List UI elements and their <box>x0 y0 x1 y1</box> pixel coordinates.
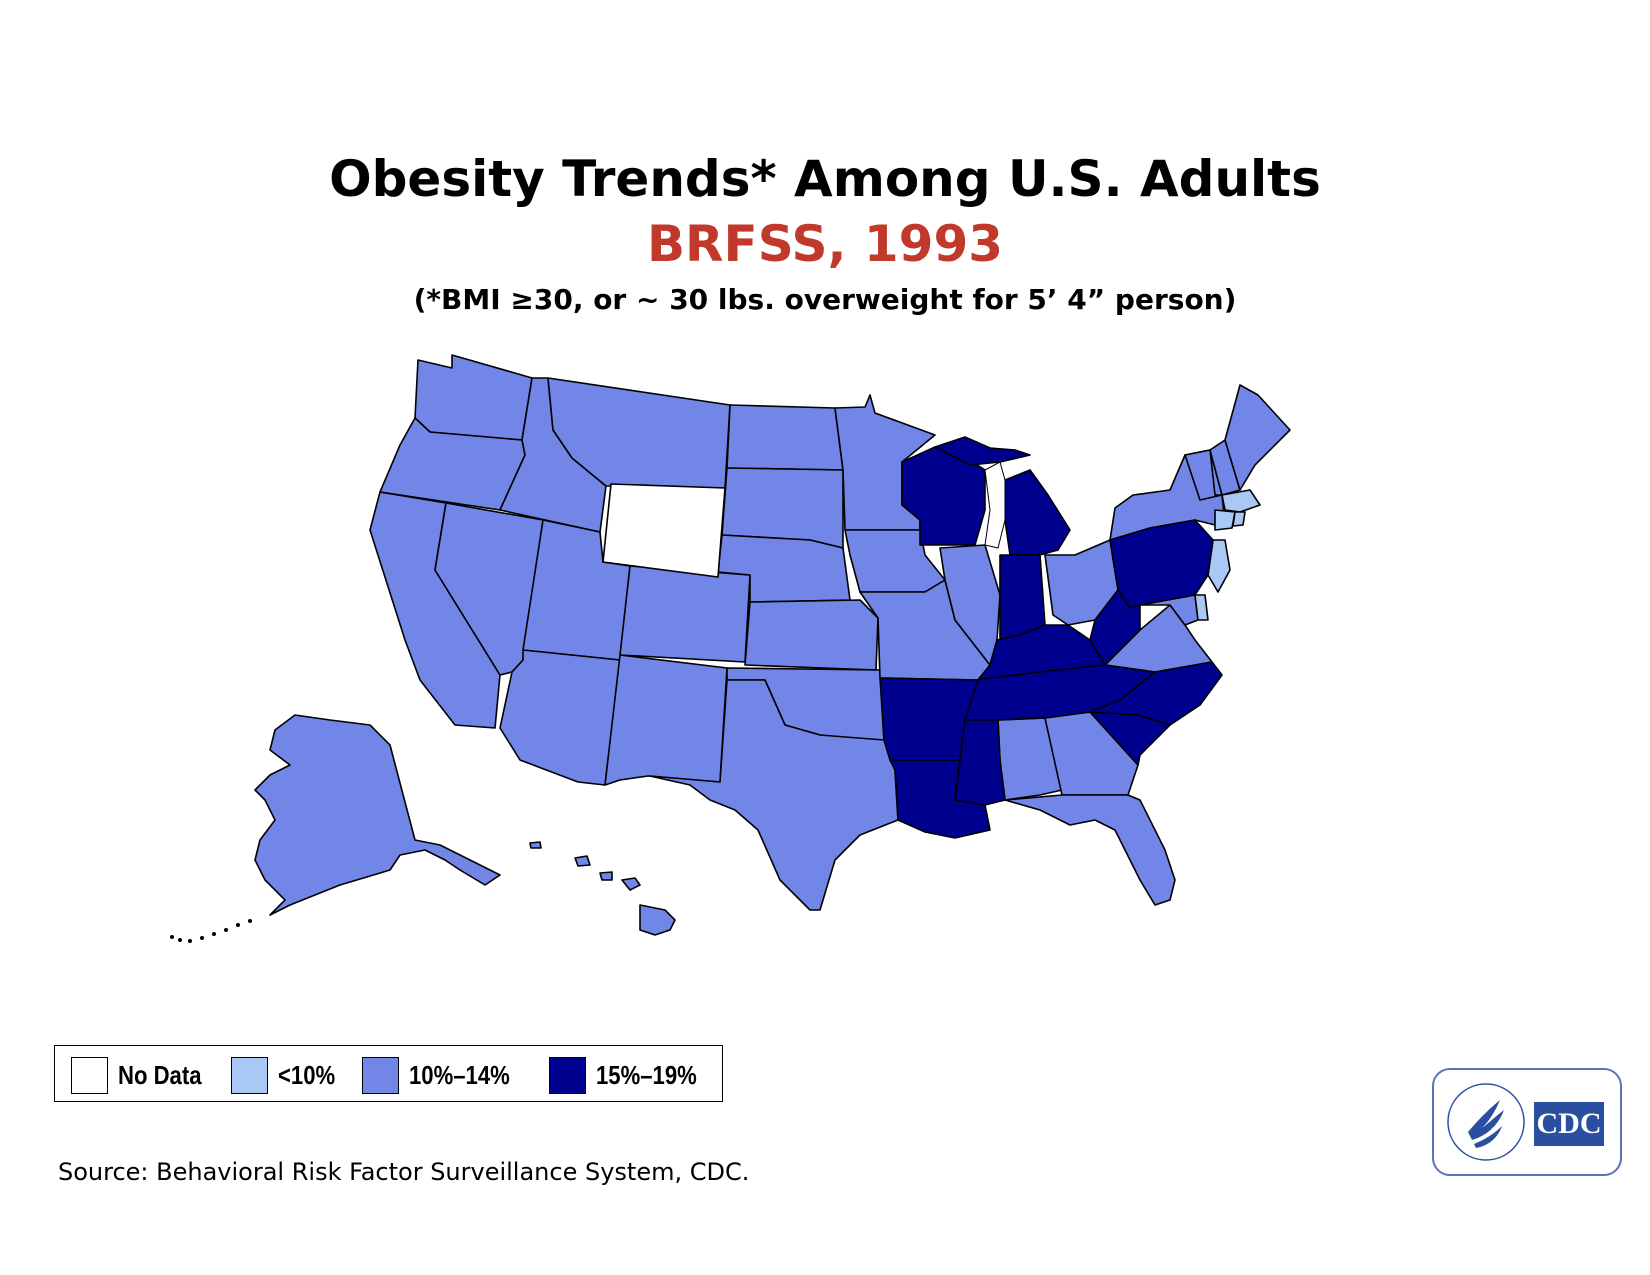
state-hawaii-big-island <box>639 904 676 936</box>
aleutian-islands <box>170 919 252 943</box>
state-hawaii-oahu <box>599 871 613 881</box>
legend-label: <10% <box>278 1059 336 1090</box>
state-colorado <box>619 565 751 663</box>
state-michigan-upper <box>934 436 1031 466</box>
legend-item-lt10: <10% <box>231 1056 345 1094</box>
bmi-footnote: (*BMI ≥30, or ~ 30 lbs. overweight for 5… <box>413 283 1237 316</box>
state-maine <box>1224 384 1291 491</box>
legend-label: 15%–19% <box>596 1059 697 1090</box>
state-arizona <box>499 649 621 786</box>
cdc-wordmark: CDC <box>1534 1102 1604 1146</box>
state-vermont <box>1184 449 1223 501</box>
legend-label: No Data <box>118 1059 202 1090</box>
state-kansas <box>744 599 879 671</box>
legend-swatch-no-data <box>71 1056 108 1094</box>
source-note: Source: Behavioral Risk Factor Surveilla… <box>58 1158 750 1186</box>
map-subtitle: BRFSS, 1993 <box>646 215 1004 273</box>
state-rhode-island <box>1232 511 1246 527</box>
legend-item-15-19: 15%–19% <box>549 1056 715 1094</box>
state-florida <box>1004 794 1176 906</box>
hhs-seal-icon <box>1447 1083 1525 1161</box>
state-new-mexico <box>604 654 728 786</box>
legend-item-10-14: 10%–14% <box>362 1056 528 1094</box>
legend-swatch-15-19 <box>549 1056 586 1094</box>
map-title: Obesity Trends* Among U.S. Adults <box>329 150 1321 208</box>
state-delaware <box>1194 594 1209 621</box>
lake-michigan <box>984 461 1006 549</box>
state-north-dakota <box>726 404 844 471</box>
state-hawaii-kauai <box>574 855 591 867</box>
state-alaska <box>254 714 501 916</box>
state-pennsylvania <box>1109 519 1214 609</box>
map-legend: No Data <10% 10%–14% 15%–19% <box>54 1045 723 1102</box>
state-hawaii-niihau <box>529 841 542 849</box>
state-hawaii-maui <box>621 877 641 891</box>
legend-item-no-data: No Data <box>71 1056 216 1094</box>
state-south-carolina <box>1089 711 1171 766</box>
legend-swatch-lt10 <box>231 1056 268 1094</box>
state-michigan <box>1004 469 1071 556</box>
state-washington <box>414 354 533 441</box>
state-connecticut <box>1214 509 1236 531</box>
legend-label: 10%–14% <box>409 1059 510 1090</box>
state-massachusetts <box>1221 489 1261 513</box>
legend-swatch-10-14 <box>362 1056 399 1094</box>
cdc-logo: CDC <box>1432 1068 1622 1176</box>
state-wyoming <box>602 483 726 578</box>
state-mississippi <box>954 719 1006 806</box>
